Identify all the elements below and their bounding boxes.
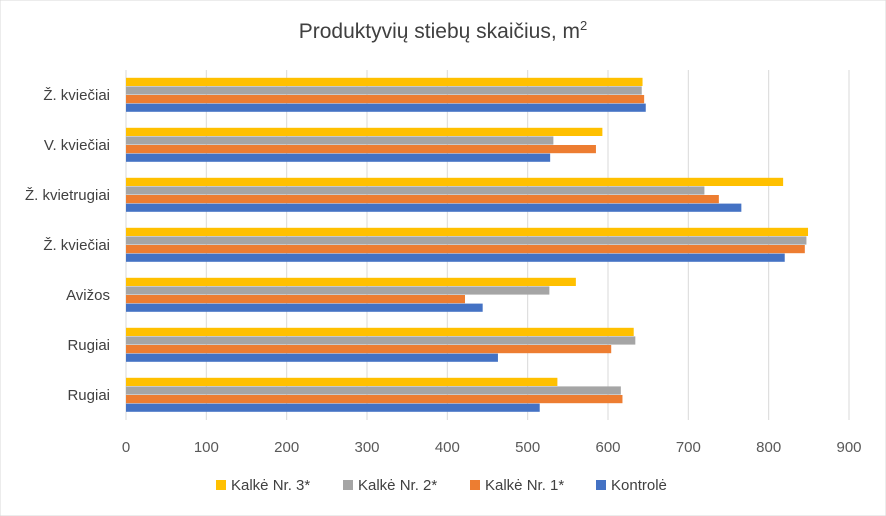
bar (126, 253, 785, 262)
bar (126, 95, 645, 104)
x-tick-label: 300 (354, 439, 379, 456)
x-tick-label: 200 (274, 439, 299, 456)
x-tick-label: 900 (836, 439, 861, 456)
legend-swatch (343, 480, 353, 490)
category-label: Ž. kviečiai (43, 237, 110, 254)
x-tick-label: 600 (595, 439, 620, 456)
x-tick-label: 700 (676, 439, 701, 456)
bar (126, 177, 784, 186)
bar (126, 186, 705, 195)
legend-label: Kontrolė (611, 477, 667, 494)
legend-label: Kalkė Nr. 2* (358, 477, 437, 494)
bar (126, 195, 719, 204)
bar (126, 403, 540, 412)
bar (126, 377, 558, 386)
bar (126, 345, 612, 354)
bar (126, 153, 551, 162)
legend-swatch (216, 480, 226, 490)
bar (126, 86, 642, 95)
bar (126, 386, 621, 395)
category-label: V. kviečiai (44, 137, 110, 154)
legend-label: Kalkė Nr. 3* (231, 477, 310, 494)
bar (126, 245, 805, 254)
x-tick-label: 800 (756, 439, 781, 456)
legend-swatch (470, 480, 480, 490)
bar (126, 327, 634, 336)
legend: Kalkė Nr. 3* Kalkė Nr. 2* Kalkė Nr. 1* Kont… (216, 477, 667, 494)
category-label: Ž. kvietrugiai (25, 187, 110, 204)
bar (126, 127, 603, 136)
bar (126, 236, 807, 245)
x-tick-labels: 0 100 200 300 400 500 600 700 800 900 (122, 439, 862, 456)
bar (126, 77, 643, 86)
bar (126, 353, 498, 362)
chart-title-superscript: 2 (580, 18, 587, 33)
bar (126, 286, 550, 295)
bar (126, 277, 576, 286)
legend-label: Kalkė Nr. 1* (485, 477, 564, 494)
bar (126, 203, 742, 212)
category-label: Ž. kviečiai (43, 87, 110, 104)
bar (126, 136, 554, 145)
bar (126, 145, 596, 154)
bar (126, 295, 466, 304)
bars (126, 77, 809, 412)
category-label: Rugiai (67, 337, 110, 354)
category-label: Avižos (66, 287, 110, 304)
x-tick-label: 400 (435, 439, 460, 456)
category-label: Rugiai (67, 387, 110, 404)
x-tick-label: 0 (122, 439, 130, 456)
chart-title: Produktyvių stiebų skaičius, m2 (299, 18, 588, 43)
x-tick-label: 500 (515, 439, 540, 456)
bar (126, 336, 636, 345)
bar (126, 395, 623, 404)
legend-swatch (596, 480, 606, 490)
bar (126, 303, 483, 312)
category-labels: Ž. kviečiai V. kviečiai Ž. kvietrugiai Ž. k… (25, 87, 110, 404)
x-tick-label: 100 (194, 439, 219, 456)
bar (126, 227, 809, 236)
bar (126, 103, 646, 112)
